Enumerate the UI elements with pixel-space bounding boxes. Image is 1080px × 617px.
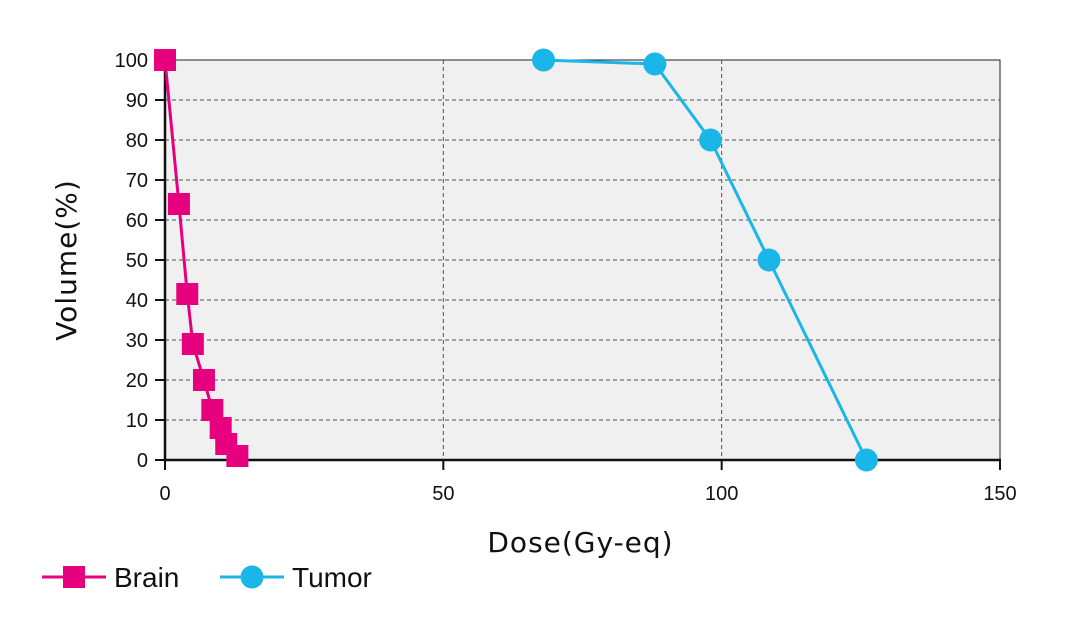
x-tick-label: 0 <box>159 483 170 505</box>
data-point-tumor <box>699 128 723 152</box>
y-tick-label: 30 <box>126 330 148 352</box>
y-tick-label: 50 <box>126 250 148 272</box>
data-point-brain <box>176 283 199 305</box>
y-tick-label: 60 <box>126 210 148 232</box>
x-tick-label: 100 <box>705 483 738 505</box>
data-point-tumor <box>854 448 878 472</box>
data-point-tumor <box>532 48 556 72</box>
legend-marker-tumor <box>240 565 264 589</box>
data-point-brain <box>167 193 190 215</box>
data-point-brain <box>154 49 176 71</box>
series-group <box>154 48 878 472</box>
y-tick-label: 20 <box>126 370 148 392</box>
y-axis-title: Volume(%) <box>50 179 83 341</box>
data-point-tumor <box>643 52 667 76</box>
legend-marker-brain <box>63 566 85 588</box>
data-point-brain <box>226 445 249 467</box>
y-tick-label: 80 <box>126 130 148 152</box>
legend-label-tumor: Tumor <box>292 562 372 593</box>
legend-label-brain: Brain <box>114 562 179 593</box>
y-tick-label: 70 <box>126 170 148 192</box>
y-tick-label: 90 <box>126 90 148 112</box>
data-point-brain <box>192 369 215 391</box>
data-point-brain <box>201 399 224 421</box>
x-tick-label: 150 <box>983 483 1016 505</box>
data-point-tumor <box>757 248 781 272</box>
axes: 0 10 20 30 40 50 60 70 80 90 100 0 50 100 150 <box>115 50 1017 505</box>
y-tick-label: 40 <box>126 290 148 312</box>
grid-lines <box>165 60 1000 460</box>
x-tick-label: 50 <box>432 483 454 505</box>
x-axis-title: Dose(Gy-eq) <box>487 526 673 559</box>
y-tick-label: 100 <box>115 50 148 72</box>
data-point-brain <box>181 333 204 355</box>
legend: Brain Tumor <box>42 562 372 593</box>
y-tick-label: 0 <box>137 450 148 472</box>
y-tick-label: 10 <box>126 410 148 432</box>
